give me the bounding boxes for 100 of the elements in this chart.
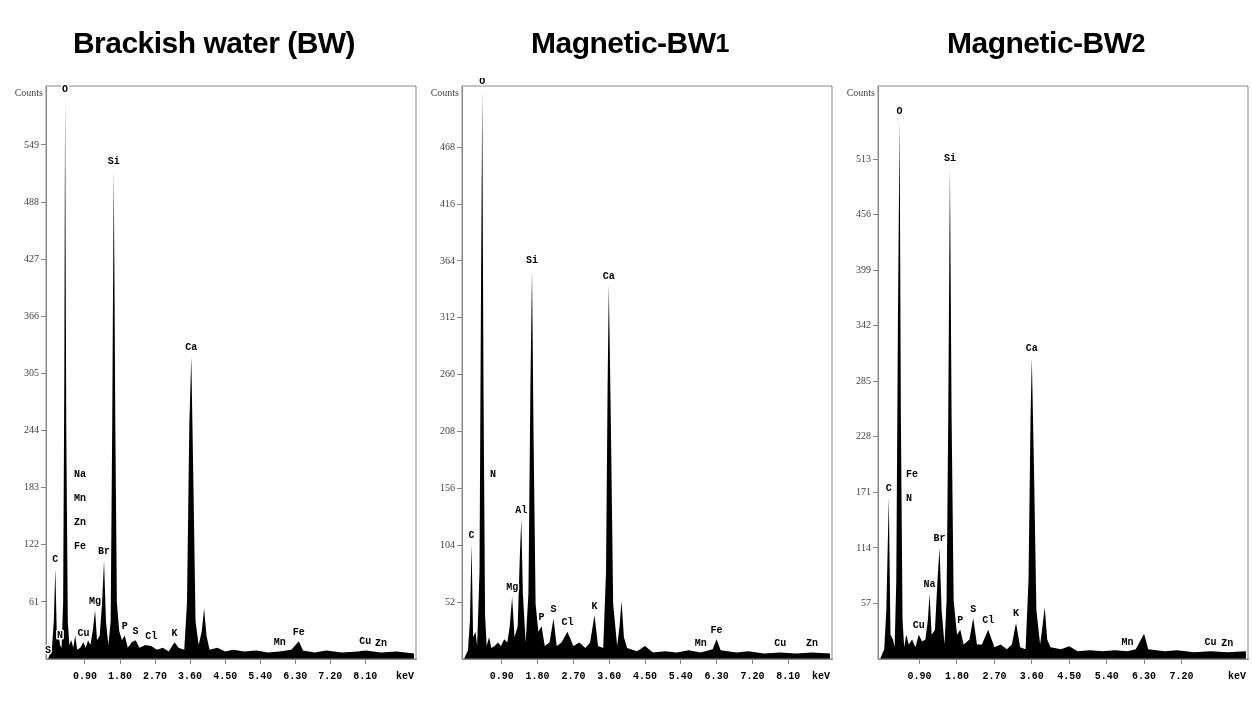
annotation: Cl (982, 615, 995, 627)
x-tick-label: 3.60 (1019, 670, 1044, 682)
y-tick-label: 456 (856, 208, 871, 220)
x-tick-label: 4.50 (1057, 670, 1082, 682)
annotation: Fe (74, 540, 87, 552)
annotation: Cl (561, 617, 574, 629)
x-tick-label: 3.60 (178, 670, 203, 682)
annotation: S (132, 625, 139, 637)
y-tick-label: 114 (856, 541, 871, 553)
annotation: Ca (602, 270, 615, 282)
annotation: Zn (74, 516, 87, 528)
y-tick-label: 57 (861, 597, 871, 609)
annotation: Si (526, 255, 539, 267)
y-tick-label: 285 (856, 374, 871, 386)
annotation: Mn (694, 637, 707, 649)
x-tick-label: 1.80 (525, 670, 550, 682)
annotation: Mn (74, 492, 87, 504)
x-tick-label: 0.90 (72, 670, 97, 682)
y-tick-label: 208 (440, 425, 455, 437)
x-tick-label: 6.30 (704, 670, 729, 682)
x-tick-label: 4.50 (633, 670, 658, 682)
annotation: K (1013, 608, 1020, 620)
annotation: K (591, 600, 598, 612)
annotation: Fe (906, 468, 919, 480)
y-tick-label: 427 (24, 252, 39, 264)
x-tick-label: 6.30 (283, 670, 308, 682)
annotation: O (62, 83, 69, 95)
annotation: Cu (1204, 636, 1217, 648)
y-tick-label: 399 (856, 263, 871, 275)
x-tick-label: 0.90 (489, 670, 514, 682)
annotation: Ca (185, 342, 198, 354)
x-tick-label: 1.80 (107, 670, 133, 682)
x-tick-label: 7.20 (318, 670, 343, 682)
annotation: Na (74, 468, 87, 480)
y-tick-label: 488 (24, 195, 39, 207)
annotation: P (538, 611, 545, 623)
annotation: Cu (774, 637, 787, 649)
annotation: Cu (912, 620, 925, 632)
y-tick-label: 312 (440, 311, 455, 323)
annotation: Zn (374, 637, 387, 649)
x-axis-title: keV (811, 670, 830, 682)
annotation: C (468, 529, 475, 541)
annotation: Cl (145, 631, 158, 643)
annotation: S (44, 644, 51, 656)
x-tick-label: 4.50 (213, 670, 238, 682)
y-tick-label: 228 (856, 430, 871, 442)
x-tick-label: 8.10 (353, 670, 378, 682)
annotation: C (885, 482, 892, 494)
annotation: P (957, 615, 964, 627)
y-tick-label: 513 (856, 152, 871, 164)
x-tick-label: 5.40 (668, 670, 693, 682)
annotation: Fe (292, 626, 305, 638)
x-tick-label: 2.70 (982, 670, 1007, 682)
x-tick-label: 0.90 (907, 670, 932, 682)
x-tick-label: 3.60 (597, 670, 622, 682)
annotation: Mg (506, 582, 519, 594)
annotation: O (896, 105, 903, 117)
x-tick-label: 2.70 (143, 670, 168, 682)
y-tick-label: 260 (440, 368, 455, 380)
annotation: S (970, 603, 977, 615)
y-tick-label: 122 (24, 538, 39, 550)
annotation: Br (98, 546, 111, 558)
y-axis-title: Counts (846, 86, 876, 98)
annotation: N (906, 492, 913, 504)
y-tick-label: 52 (445, 595, 455, 607)
annotation: Mn (1121, 636, 1134, 648)
y-tick-label: 104 (440, 538, 455, 550)
y-tick-label: 183 (24, 481, 39, 493)
annotation: Zn (1221, 637, 1234, 649)
annotation: Br (933, 533, 946, 545)
chart-title: Brackish water (BW) (71, 25, 357, 61)
y-tick-label: 468 (440, 140, 455, 152)
annotation: Si (107, 155, 120, 167)
annotation: Zn (806, 637, 819, 649)
y-tick-label: 342 (856, 319, 871, 331)
y-tick-label: 549 (24, 138, 39, 150)
annotation: Mn (273, 637, 286, 649)
annotation: P (121, 621, 128, 633)
y-axis-title: Counts (14, 86, 44, 98)
x-tick-label: 8.10 (776, 670, 801, 682)
y-tick-label: 364 (440, 254, 455, 266)
annotation: Ca (1025, 343, 1038, 355)
y-tick-label: 244 (24, 424, 39, 436)
annotation: Mg (89, 595, 102, 607)
annotation: Cu (77, 627, 90, 639)
annotation: O (479, 75, 486, 87)
y-tick-label: 61 (29, 595, 39, 607)
annotation: K (171, 627, 178, 639)
y-tick-label: 366 (24, 309, 39, 321)
annotation: Al (515, 504, 528, 516)
annotation: C (52, 553, 59, 565)
x-tick-label: 1.80 (944, 670, 969, 682)
annotation: Cu (359, 636, 372, 648)
y-tick-label: 156 (440, 482, 455, 494)
y-tick-label: 416 (440, 197, 455, 209)
annotation: S (550, 604, 557, 616)
x-tick-label: 5.40 (248, 670, 273, 682)
x-tick-label: 7.20 (1169, 670, 1194, 682)
x-tick-label: 5.40 (1094, 670, 1119, 682)
x-tick-label: 2.70 (561, 670, 586, 682)
